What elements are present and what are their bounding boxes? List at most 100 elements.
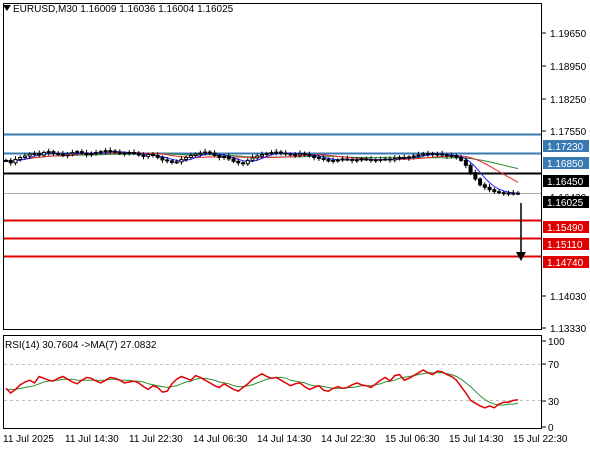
price-panel[interactable] <box>3 3 542 330</box>
candle-body <box>492 189 497 193</box>
candle-body <box>463 159 468 166</box>
candle <box>226 153 231 162</box>
candle-body <box>203 151 208 154</box>
candle <box>345 155 350 162</box>
candle-body <box>397 156 402 159</box>
candle-body <box>8 159 13 164</box>
candle-body <box>184 156 189 160</box>
candle <box>127 150 132 156</box>
candle <box>264 151 269 157</box>
candle-body <box>212 152 217 157</box>
candle <box>222 153 227 160</box>
candle-body <box>226 155 231 160</box>
candle-body <box>345 158 350 161</box>
dropdown-triangle-icon[interactable] <box>3 5 11 11</box>
candle-body <box>264 153 269 156</box>
candle-body <box>487 186 492 191</box>
candle <box>482 182 487 191</box>
rsi-series <box>5 369 519 409</box>
candle-body <box>331 159 336 162</box>
candle-body <box>207 151 212 154</box>
candle <box>37 150 42 158</box>
candle <box>312 154 317 161</box>
candle <box>406 155 411 161</box>
candle <box>302 151 307 157</box>
candle-body <box>506 192 511 195</box>
candle <box>354 157 359 163</box>
level-label-l4: 1.15490 <box>543 221 589 234</box>
candle <box>478 177 483 187</box>
candle-body <box>302 153 307 156</box>
candle <box>511 189 516 196</box>
price-tick: 1.13330 <box>550 324 587 335</box>
candle <box>350 157 355 164</box>
candle-body <box>373 159 378 162</box>
candle-body <box>65 153 70 157</box>
candle-body <box>421 153 426 156</box>
candle <box>388 156 392 163</box>
candle-body <box>27 153 32 157</box>
candle <box>193 152 198 158</box>
time-tick: 14 Jul 14:30 <box>257 434 312 445</box>
candle <box>459 154 464 163</box>
candle <box>160 155 165 163</box>
time-tick: 11 Jul 2025 <box>3 434 54 445</box>
candle <box>94 149 99 156</box>
candle-body <box>22 155 27 158</box>
candle-body <box>473 172 478 180</box>
candle-body <box>245 159 250 165</box>
candle-body <box>283 152 288 155</box>
candle <box>383 157 388 162</box>
candle <box>98 149 103 155</box>
candle-body <box>13 158 18 164</box>
candle <box>288 152 293 157</box>
rsi-tick: 70 <box>548 360 560 371</box>
candle-body <box>516 192 520 195</box>
candle <box>84 149 89 158</box>
candle <box>89 151 94 158</box>
candle-body <box>155 155 160 158</box>
candle <box>117 149 122 156</box>
high-value: 1.16036 <box>119 4 156 15</box>
candle <box>378 156 383 163</box>
candle <box>4 158 8 163</box>
candle <box>8 157 13 166</box>
candle-body <box>51 151 56 155</box>
candle <box>103 148 108 155</box>
candle <box>169 159 174 165</box>
candle-body <box>269 152 274 155</box>
rsi-panel[interactable] <box>3 335 542 429</box>
candle-body <box>350 158 355 161</box>
candle <box>435 151 440 157</box>
candle-body <box>274 151 279 154</box>
candle <box>274 148 279 156</box>
candle-body <box>260 154 264 157</box>
candle-body <box>217 155 222 158</box>
candle-body <box>160 156 165 161</box>
candle <box>369 156 374 163</box>
candle <box>75 149 80 155</box>
candle-body <box>449 155 454 158</box>
candle-body <box>392 157 397 161</box>
candle <box>60 150 65 158</box>
candle <box>27 152 32 159</box>
candle-body <box>312 155 317 158</box>
candle-body <box>378 158 383 161</box>
candle-body <box>113 150 118 153</box>
candle-body <box>94 152 99 155</box>
candle <box>411 153 416 160</box>
candle <box>18 155 23 162</box>
candle <box>122 151 127 157</box>
candle <box>56 151 61 157</box>
candle <box>51 149 56 157</box>
candle <box>155 152 160 160</box>
candle-body <box>193 153 198 157</box>
level-label-l1: 1.17230 <box>543 140 589 153</box>
candle-body <box>359 158 364 161</box>
candle <box>364 156 369 162</box>
candle-body <box>32 153 37 156</box>
time-tick: 15 Jul 14:30 <box>449 434 504 445</box>
rsi-tick: 100 <box>548 337 565 348</box>
candle-body <box>179 158 184 163</box>
